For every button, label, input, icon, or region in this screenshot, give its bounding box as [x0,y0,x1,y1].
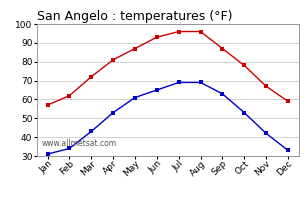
Text: San Angelo : temperatures (°F): San Angelo : temperatures (°F) [37,10,232,23]
Text: www.allmetsat.com: www.allmetsat.com [42,139,117,148]
